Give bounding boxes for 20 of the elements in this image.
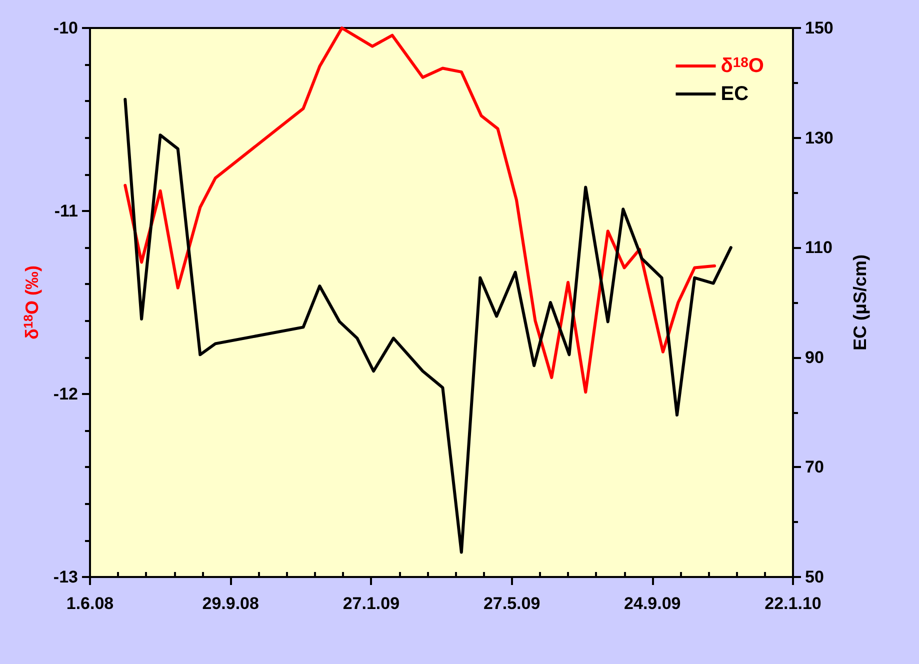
y2-tick-label: 70	[805, 458, 824, 477]
y-axis-title: δ18O (‰)	[21, 266, 42, 340]
line-series	[124, 26, 716, 394]
x-tick-label: 27.1.09	[342, 594, 400, 613]
y2-tick-label: 150	[805, 18, 834, 38]
x-tick-label: 1.6.08	[66, 594, 114, 613]
y-tick-label: -10	[53, 18, 78, 38]
x-tick-label: 22.1.10	[764, 594, 822, 613]
y2-tick-label: 130	[805, 128, 834, 148]
y2-axis-title: EC (μS/cm)	[850, 254, 870, 351]
y2-tick-label: 110	[805, 238, 832, 258]
x-tick-label: 29.9.08	[202, 594, 259, 613]
y-tick-label: -13	[53, 568, 78, 586]
y2-tick-label: 90	[805, 348, 824, 367]
x-tick-label: 27.5.09	[483, 594, 540, 613]
y-tick-label: -11	[54, 202, 78, 220]
y2-tick-label: 50	[805, 568, 824, 586]
y-tick-label: -12	[53, 384, 78, 404]
legend-label: EC	[720, 83, 749, 105]
x-tick-label: 24.9.09	[624, 594, 681, 613]
